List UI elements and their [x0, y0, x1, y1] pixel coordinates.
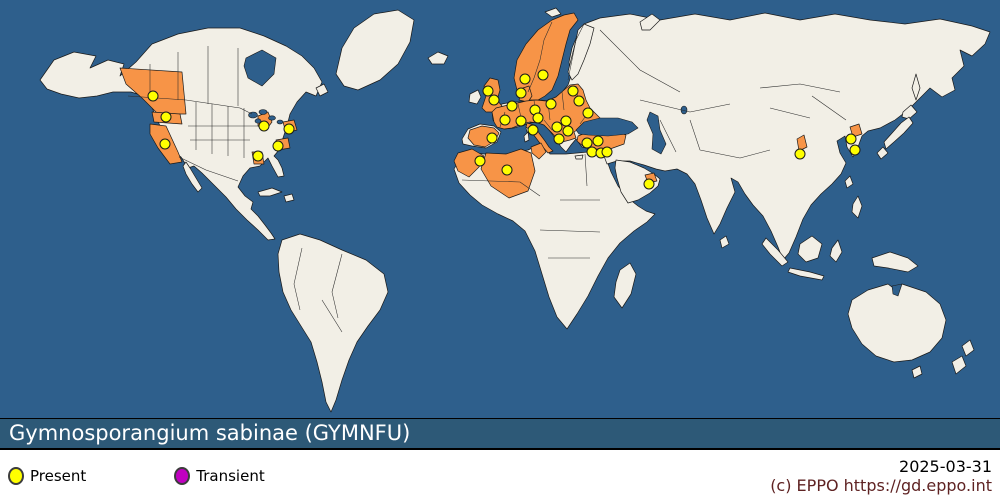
hudson-bay — [243, 49, 277, 87]
present-marker — [258, 120, 270, 132]
newfoundland — [315, 83, 329, 97]
legend-label-present: Present — [30, 466, 87, 485]
new-zealand-north — [961, 339, 975, 357]
present-marker — [488, 94, 500, 106]
present-marker-swatch — [8, 466, 24, 485]
present-marker — [553, 133, 565, 145]
japan-hokkaido — [901, 104, 918, 120]
region-tunisia — [530, 142, 547, 160]
present-marker — [562, 125, 574, 137]
hispaniola — [283, 193, 295, 203]
iceland — [427, 51, 449, 65]
borneo — [797, 235, 823, 263]
legend-label-transient: Transient — [196, 466, 265, 485]
present-marker — [537, 69, 549, 81]
tasmania — [911, 365, 923, 379]
present-marker — [551, 121, 563, 133]
baja-california — [182, 161, 203, 193]
present-marker — [586, 146, 598, 158]
java — [787, 267, 825, 281]
lake-michigan — [254, 118, 262, 124]
finland-area — [567, 23, 595, 81]
sakhalin — [911, 73, 921, 101]
present-marker — [582, 107, 594, 119]
present-marker — [499, 114, 511, 126]
lake-huron — [258, 109, 268, 115]
transient-marker-swatch — [174, 466, 191, 485]
legend-footer: Present Transient 2025-03-31 (c) EPPO ht… — [0, 448, 1000, 501]
lake-ontario — [276, 119, 284, 125]
present-marker — [567, 85, 579, 97]
present-marker — [545, 98, 557, 110]
present-marker — [147, 90, 159, 102]
present-marker — [486, 132, 498, 144]
novaya-zemlya — [639, 13, 661, 31]
madagascar — [613, 262, 637, 309]
present-marker — [643, 178, 655, 190]
philippines — [851, 195, 863, 219]
present-marker — [527, 124, 539, 136]
svalbard — [544, 7, 562, 18]
map-stamp: 2025-03-31 (c) EPPO https://gd.eppo.int — [770, 457, 992, 495]
region-morocco — [453, 148, 485, 178]
present-marker — [573, 95, 585, 107]
copyright-notice: (c) EPPO https://gd.eppo.int — [770, 475, 992, 495]
present-marker — [159, 138, 171, 150]
lake-erie — [268, 115, 276, 121]
sumatra — [761, 237, 789, 267]
taiwan — [844, 175, 854, 189]
sulawesi — [829, 239, 843, 263]
caspian-sea — [646, 111, 667, 155]
present-marker — [519, 73, 531, 85]
cuba — [257, 187, 283, 197]
present-marker — [283, 123, 295, 135]
present-marker — [252, 150, 264, 162]
new-zealand-south — [951, 355, 967, 375]
greenland — [335, 9, 415, 91]
black-sea — [575, 117, 639, 137]
present-marker — [560, 115, 572, 127]
region-china-ningxia — [796, 134, 808, 152]
world-map-svg — [0, 0, 1000, 418]
present-marker — [272, 140, 284, 152]
sardinia — [523, 131, 530, 143]
present-marker — [794, 148, 806, 160]
japan-honshu — [883, 116, 914, 150]
japan-kyushu — [876, 146, 889, 160]
inland-water — [243, 49, 903, 297]
present-marker — [845, 133, 857, 145]
legend-item-present: Present — [8, 466, 87, 485]
present-marker — [506, 100, 518, 112]
occurrence-markers — [147, 69, 861, 190]
ireland — [468, 89, 482, 105]
present-marker — [601, 146, 613, 158]
gulf-of-carpentaria — [891, 283, 903, 297]
present-marker — [581, 137, 593, 149]
present-marker — [849, 144, 861, 156]
map-title: Gymnosporangium sabinae (GYMNFU) — [9, 421, 411, 445]
present-marker — [501, 164, 513, 176]
present-marker — [160, 111, 172, 123]
legend: Present Transient — [8, 466, 265, 485]
present-marker — [592, 135, 604, 147]
present-marker — [474, 155, 486, 167]
new-guinea — [871, 251, 919, 273]
title-bar: Gymnosporangium sabinae (GYMNFU) — [0, 418, 1000, 448]
present-marker — [515, 87, 527, 99]
world-map — [0, 0, 1000, 418]
present-marker — [482, 85, 494, 97]
legend-item-transient: Transient — [174, 466, 265, 485]
present-marker — [532, 112, 544, 124]
sri-lanka — [719, 235, 730, 249]
south-america — [277, 233, 389, 413]
crete — [574, 154, 584, 160]
arabian-peninsula — [614, 159, 661, 204]
map-date: 2025-03-31 — [899, 456, 992, 476]
present-marker — [515, 115, 527, 127]
